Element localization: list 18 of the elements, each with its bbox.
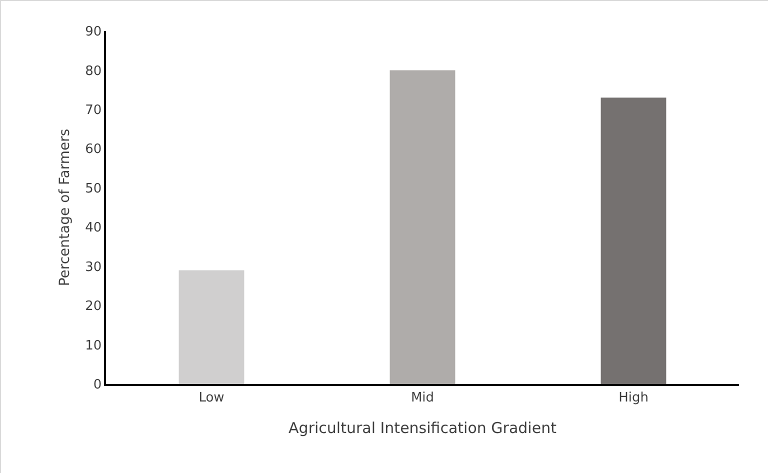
y-tick-label: 60 xyxy=(85,142,102,158)
bar xyxy=(390,70,456,384)
y-tick-label: 40 xyxy=(85,220,102,236)
y-tick-label: 0 xyxy=(93,378,102,393)
bar xyxy=(600,98,666,384)
y-tick-label: 80 xyxy=(85,64,102,79)
x-tick-label: Mid xyxy=(410,390,434,406)
y-tick-label: 90 xyxy=(85,24,102,40)
y-tick-label: 20 xyxy=(85,299,102,314)
bar xyxy=(178,270,244,384)
y-axis-title: Percentage of Farmers xyxy=(57,128,74,286)
y-tick-label: 10 xyxy=(85,338,102,354)
y-tick-label: 70 xyxy=(85,102,102,118)
x-axis-title: Agricultural Intensification Gradient xyxy=(288,418,557,437)
y-tick-label: 30 xyxy=(85,260,102,275)
x-tick-label: High xyxy=(618,390,648,406)
y-tick-label: 50 xyxy=(85,181,102,196)
x-tick-label: Low xyxy=(198,390,225,406)
